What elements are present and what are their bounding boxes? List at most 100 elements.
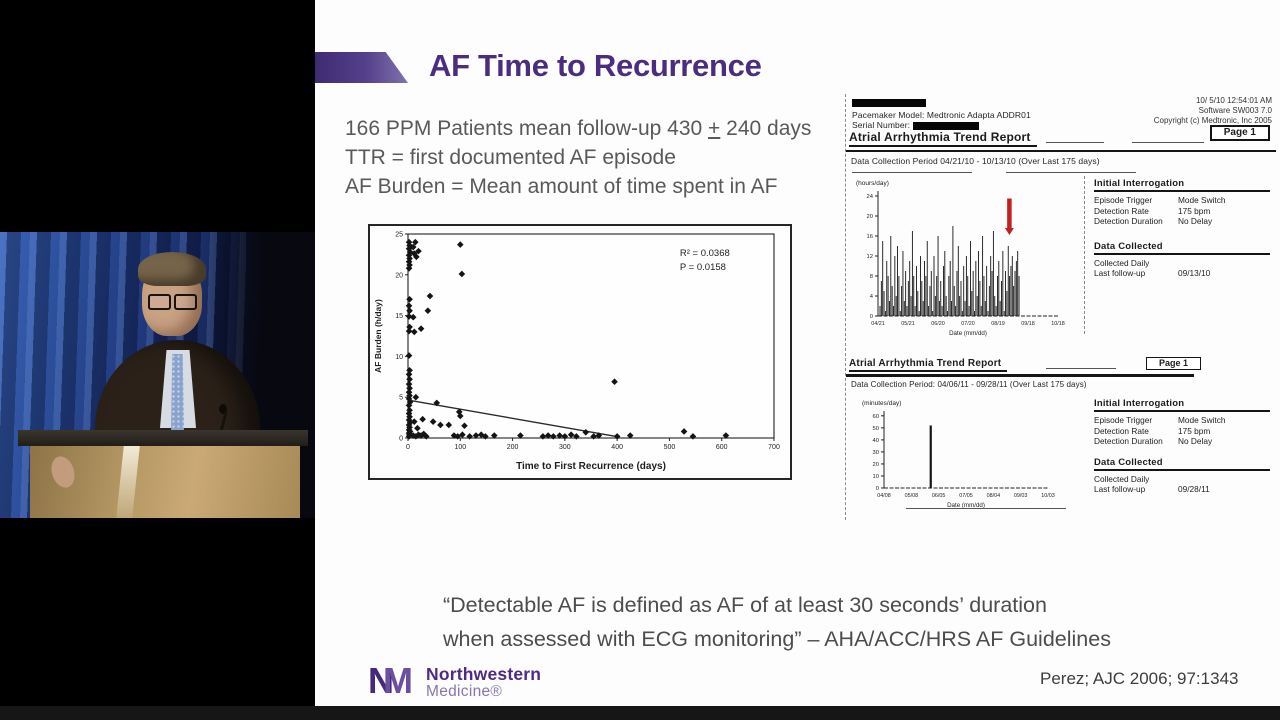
svg-text:700: 700 — [768, 444, 780, 451]
svg-text:20: 20 — [873, 462, 879, 468]
svg-text:16: 16 — [867, 234, 873, 240]
presentation-slide: AF Time to Recurrence 166 PPM Patients m… — [315, 0, 1280, 706]
redacted-patient-name — [852, 99, 926, 107]
info-row: Detection Rate 175 bpm — [1094, 205, 1211, 216]
scan-artifact-line — [906, 508, 1066, 509]
svg-text:0: 0 — [406, 444, 410, 451]
report-meta: 10/ 5/10 12:54:01 AM Software SW003 7.0 … — [1153, 96, 1272, 125]
info-row: Last follow-up 09/28/11 — [1094, 484, 1210, 494]
svg-text:200: 200 — [507, 444, 519, 451]
svg-text:0: 0 — [870, 314, 873, 320]
page-number: Page 1 — [1209, 125, 1270, 141]
svg-text:04/08: 04/08 — [877, 493, 891, 499]
speaker-video-frame — [0, 232, 315, 518]
svg-text:24: 24 — [867, 194, 874, 200]
svg-text:15: 15 — [395, 313, 403, 320]
intro-line-3: AF Burden = Mean amount of time spent in… — [345, 175, 778, 198]
svg-text:P = 0.0158: P = 0.0158 — [680, 262, 726, 273]
report-title: Atrial Arrhythmia Trend Report — [849, 130, 1037, 147]
svg-text:0: 0 — [399, 436, 403, 443]
svg-text:400: 400 — [611, 444, 623, 451]
speaker-hair — [138, 252, 206, 286]
svg-text:20: 20 — [395, 272, 403, 279]
svg-text:600: 600 — [716, 444, 728, 451]
scatter-plot: 0 5 10 15 20 25 0 100 200 300 400 500 600 700 R² = 0.0… — [373, 232, 780, 473]
info-row: Detection Rate 175 bpm — [1094, 425, 1211, 436]
svg-text:100: 100 — [454, 444, 466, 451]
scan-artifact-line — [1046, 142, 1104, 143]
northwestern-medicine-logo: N M Northwestern Medicine® — [368, 662, 628, 706]
serial-number: Serial Number: — [852, 120, 979, 130]
section-title: Data Collected — [1094, 457, 1270, 471]
svg-text:Date (mm/dd): Date (mm/dd) — [947, 502, 985, 509]
svg-text:Time to First Recurrence (days: Time to First Recurrence (days) — [516, 461, 666, 472]
device-report-2: Atrial Arrhythmia Trend Report Page 1 Da… — [845, 357, 1276, 520]
svg-text:08/04: 08/04 — [987, 493, 1001, 499]
svg-text:07/05: 07/05 — [959, 493, 973, 499]
svg-text:Date (mm/dd): Date (mm/dd) — [949, 330, 987, 337]
svg-text:20: 20 — [867, 214, 873, 220]
pacemaker-model: Pacemaker Model: Medtronic Adapta ADDR01 — [852, 110, 1031, 120]
svg-text:05/21: 05/21 — [901, 321, 915, 327]
info-row: Detection Duration No Delay — [1094, 436, 1213, 446]
logo-monogram-m: M — [383, 660, 413, 701]
collection-period: Data Collection Period: 04/06/11 - 09/28… — [851, 380, 1087, 389]
section-title: Data Collected — [1094, 241, 1270, 255]
svg-text:AF Burden (h/day): AF Burden (h/day) — [373, 299, 383, 373]
svg-text:R² = 0.0368: R² = 0.0368 — [680, 248, 730, 259]
svg-text:04/21: 04/21 — [871, 321, 885, 327]
svg-text:5: 5 — [399, 395, 403, 402]
guideline-quote: “Detectable AF is defined as AF of at le… — [443, 588, 1111, 656]
svg-text:500: 500 — [664, 444, 676, 451]
info-row: Collected Daily — [1094, 257, 1150, 268]
intro-line-2: TTR = first documented AF episode — [345, 146, 676, 169]
scan-fold-line — [1084, 176, 1085, 334]
quote-line-1: “Detectable AF is defined as AF of at le… — [443, 593, 1047, 617]
svg-text:8: 8 — [870, 274, 873, 280]
scan-artifact-line — [1132, 142, 1204, 143]
svg-text:09/18: 09/18 — [1021, 321, 1035, 327]
citation: Perez; AJC 2006; 97:1343 — [1040, 669, 1239, 688]
speaker-tie — [171, 354, 184, 432]
scan-artifact-line — [1006, 172, 1136, 173]
collection-period: Data Collection Period 04/21/10 - 10/13/… — [851, 156, 1100, 166]
scatter-plot-figure: 0 5 10 15 20 25 0 100 200 300 400 500 600 700 R² = 0.0… — [368, 224, 792, 480]
slide-title: AF Time to Recurrence — [429, 48, 762, 83]
svg-text:07/20: 07/20 — [961, 321, 975, 327]
svg-text:0: 0 — [876, 486, 879, 492]
podium-top — [18, 430, 308, 446]
svg-text:10/18: 10/18 — [1051, 321, 1065, 327]
svg-text:(minutes/day): (minutes/day) — [862, 400, 901, 407]
svg-text:25: 25 — [395, 232, 403, 239]
info-row: Episode Trigger Mode Switch — [1094, 415, 1226, 425]
svg-text:60: 60 — [873, 414, 879, 420]
interrogation-panel: Initial Interrogation Episode Trigger Mod… — [1094, 398, 1270, 495]
speaker-glasses — [148, 294, 197, 310]
info-row: Detection Duration No Delay — [1094, 216, 1213, 226]
svg-text:12: 12 — [867, 254, 873, 260]
svg-text:10/03: 10/03 — [1041, 493, 1055, 499]
svg-text:08/19: 08/19 — [991, 321, 1005, 327]
info-row: Collected Daily — [1094, 473, 1150, 484]
svg-text:06/05: 06/05 — [932, 493, 946, 499]
microphone-icon — [219, 404, 227, 414]
svg-text:10: 10 — [395, 354, 403, 361]
svg-text:30: 30 — [873, 450, 879, 456]
logo-name: Northwestern — [426, 664, 542, 684]
section-title: Initial Interrogation — [1094, 398, 1270, 412]
svg-text:4: 4 — [870, 294, 874, 300]
interrogation-panel: Initial Interrogation Episode Trigger Mod… — [1094, 178, 1270, 279]
plus-minus-sign: + — [708, 117, 721, 140]
svg-text:06/20: 06/20 — [931, 321, 945, 327]
intro-text: 166 PPM Patients mean follow-up 430 + 24… — [345, 114, 811, 201]
scan-artifact-line — [1046, 368, 1116, 369]
podium — [30, 446, 300, 518]
svg-text:10: 10 — [873, 474, 879, 480]
atrial-arrhythmia-trend-chart-1: (hours/day) 0 4 8 12 16 20 24 04/21 05/21 06/20 07/… — [856, 180, 1065, 337]
intro-line-1: 166 PPM Patients mean follow-up 430 + 24… — [345, 117, 812, 140]
logo-monogram-n: N — [368, 660, 394, 701]
divider — [846, 150, 1276, 152]
divider — [846, 374, 1194, 377]
svg-text:50: 50 — [873, 426, 879, 432]
title-accent-shape — [315, 52, 408, 83]
